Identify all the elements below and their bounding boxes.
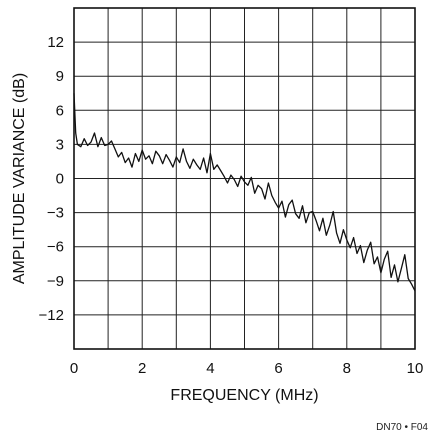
y-tick-label: −3 [47,205,64,222]
y-tick-labels: −12 −9 −6 −3 0 3 6 9 12 [39,34,64,324]
x-tick-label: 10 [407,360,424,377]
y-tick-label: −9 [47,273,64,290]
x-tick-label: 2 [138,360,146,377]
x-tick-label: 6 [274,360,282,377]
y-tick-label: −6 [47,239,64,256]
x-tick-labels: 0 2 4 6 8 10 [70,360,424,377]
series-line [73,93,416,292]
x-axis-label: FREQUENCY (MHz) [170,387,318,404]
figure-id: DN70 • F04 [376,422,428,433]
y-tick-label: 9 [56,68,64,85]
x-tick-label: 0 [70,360,78,377]
x-tick-label: 8 [343,360,351,377]
grid [74,8,415,349]
plot-frame [73,7,416,350]
y-tick-label: 3 [56,136,64,153]
y-tick-label: 6 [56,102,64,119]
y-tick-label: 12 [47,34,64,51]
y-tick-label: −12 [39,307,64,324]
y-axis-label: AMPLITUDE VARIANCE (dB) [11,73,28,284]
x-tick-label: 4 [206,360,214,377]
y-tick-label: 0 [56,171,64,188]
